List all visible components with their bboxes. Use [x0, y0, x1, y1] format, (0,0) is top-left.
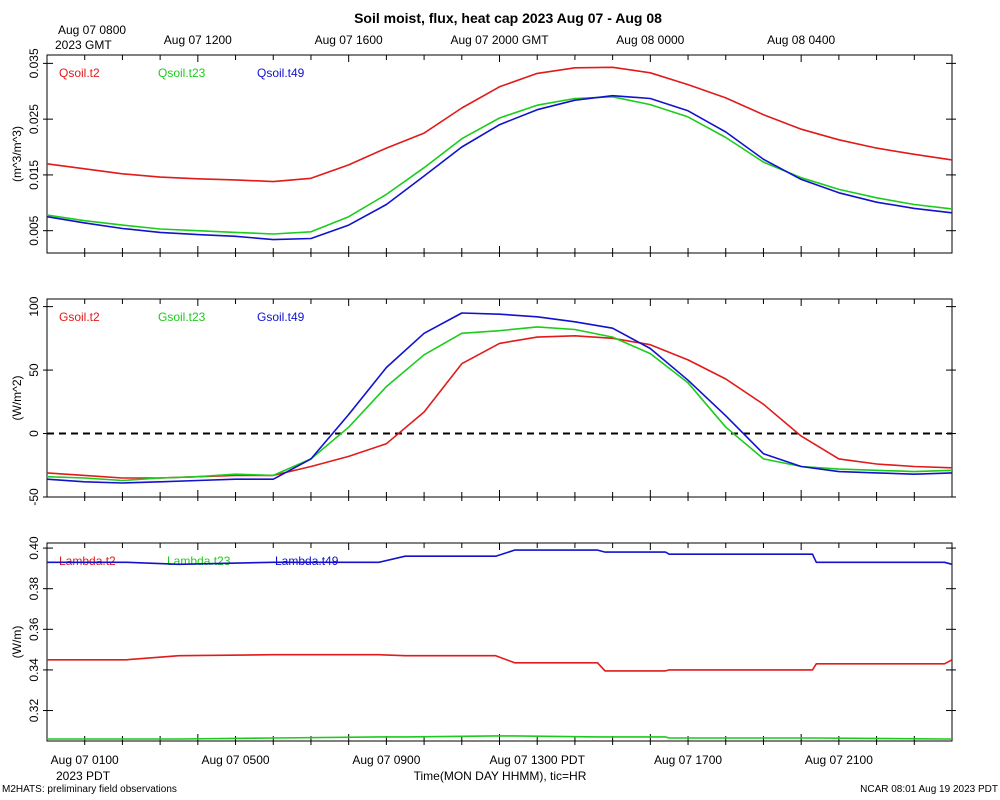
y-tick-label: 0.34 [27, 658, 41, 682]
x-axis-label: Time(MON DAY HHMM), tic=HR [414, 769, 587, 783]
y-tick-label: 0.015 [27, 160, 41, 190]
legend-label-lambda-t2: Lambda.t2 [59, 554, 116, 568]
footer-right: NCAR 08:01 Aug 19 2023 PDT [860, 784, 998, 795]
panel-frame [46, 542, 953, 742]
top-axis-label: Aug 07 1600 [315, 33, 383, 47]
footer-left: M2HATS: preliminary field observations [2, 784, 177, 795]
bottom-axis-label: Aug 07 0900 [352, 753, 420, 767]
panel-frame [46, 54, 953, 254]
top-axis-first-label-tz: 2023 GMT [55, 38, 112, 52]
legend-label-qsoil-t49: Qsoil.t49 [257, 66, 305, 80]
series-line-lambda-t2 [47, 653, 953, 672]
y-axis-label: (m^3/m^3) [10, 126, 24, 182]
panel-3: 0.32 0.34 0.36 0.38 0.40 (W/m) Lambda.t2 Lambda… [10, 536, 956, 745]
series-line-lambda-t23 [47, 735, 952, 740]
legend-label-lambda-t23: Lambda.t23 [167, 554, 231, 568]
legend-label-lambda-t49: Lambda.t49 [275, 554, 339, 568]
legend-label-gsoil-t23: Gsoil.t23 [158, 310, 206, 324]
y-axis-label: (W/m^2) [10, 376, 24, 421]
chart-title: Soil moist, flux, heat cap 2023 Aug 07 -… [354, 10, 662, 26]
series-line-qsoil-t49 [46, 94, 953, 241]
top-axis-labels: Aug 07 1200 Aug 07 1600 Aug 07 2000 GMT Aug… [164, 33, 836, 47]
top-axis-label: Aug 08 0000 [616, 33, 684, 47]
legend-label-gsoil-t2: Gsoil.t2 [59, 310, 100, 324]
bottom-axis-label: Aug 07 1700 [654, 753, 722, 767]
top-axis-first-label: Aug 07 0800 [58, 23, 126, 37]
series-line-gsoil-t2 [46, 334, 953, 479]
bottom-axis-label: Aug 07 0500 [202, 753, 270, 767]
top-axis-label: Aug 08 0400 [767, 33, 835, 47]
y-tick-label: 0.035 [27, 48, 41, 78]
y-axis-label: (W/m) [10, 626, 24, 659]
series-line-gsoil-t49 [46, 312, 953, 484]
bottom-axis-label: Aug 07 0100 [51, 753, 119, 767]
top-axis-label: Aug 07 1200 [164, 33, 232, 47]
panel-2: -50 0 50 100 (W/m^2) Gsoil.t2 Gsoil.t23 Gsoil.t… [10, 296, 956, 506]
panel-1: 0.005 0.015 0.025 0.035 (m^3/m^3) Qsoil.t2 Qso… [10, 48, 956, 257]
bottom-axis-label: Aug 07 2100 [805, 753, 873, 767]
bottom-axis-labels: Aug 07 0100 Aug 07 0500 Aug 07 0900 Aug 07 … [51, 753, 874, 767]
y-tick-label: 0.005 [27, 215, 41, 245]
y-tick-label: 0 [27, 430, 41, 437]
y-tick-label: -50 [27, 488, 41, 506]
series-line-lambda-t49 [47, 549, 953, 566]
y-tick-label: 50 [27, 363, 41, 377]
top-axis-label: Aug 07 2000 GMT [450, 33, 549, 47]
chart-panels: 0.005 0.015 0.025 0.035 (m^3/m^3) Qsoil.t2 Qso… [10, 48, 956, 745]
bottom-axis-label: Aug 07 1300 PDT [490, 753, 586, 767]
y-tick-label: 0.40 [27, 536, 41, 560]
legend-label-gsoil-t49: Gsoil.t49 [257, 310, 305, 324]
series-line-qsoil-t23 [46, 96, 953, 235]
y-tick-label: 0.025 [27, 104, 41, 134]
y-tick-label: 0.38 [27, 577, 41, 601]
legend-label-qsoil-t23: Qsoil.t23 [158, 66, 206, 80]
series-line-gsoil-t23 [46, 326, 953, 482]
y-tick-label: 0.36 [27, 617, 41, 641]
y-tick-label: 100 [27, 296, 41, 316]
series-line-qsoil-t2 [46, 66, 953, 183]
y-tick-label: 0.32 [27, 699, 41, 723]
bottom-axis-tz-label: 2023 PDT [56, 769, 111, 783]
legend-label-qsoil-t2: Qsoil.t2 [59, 66, 100, 80]
